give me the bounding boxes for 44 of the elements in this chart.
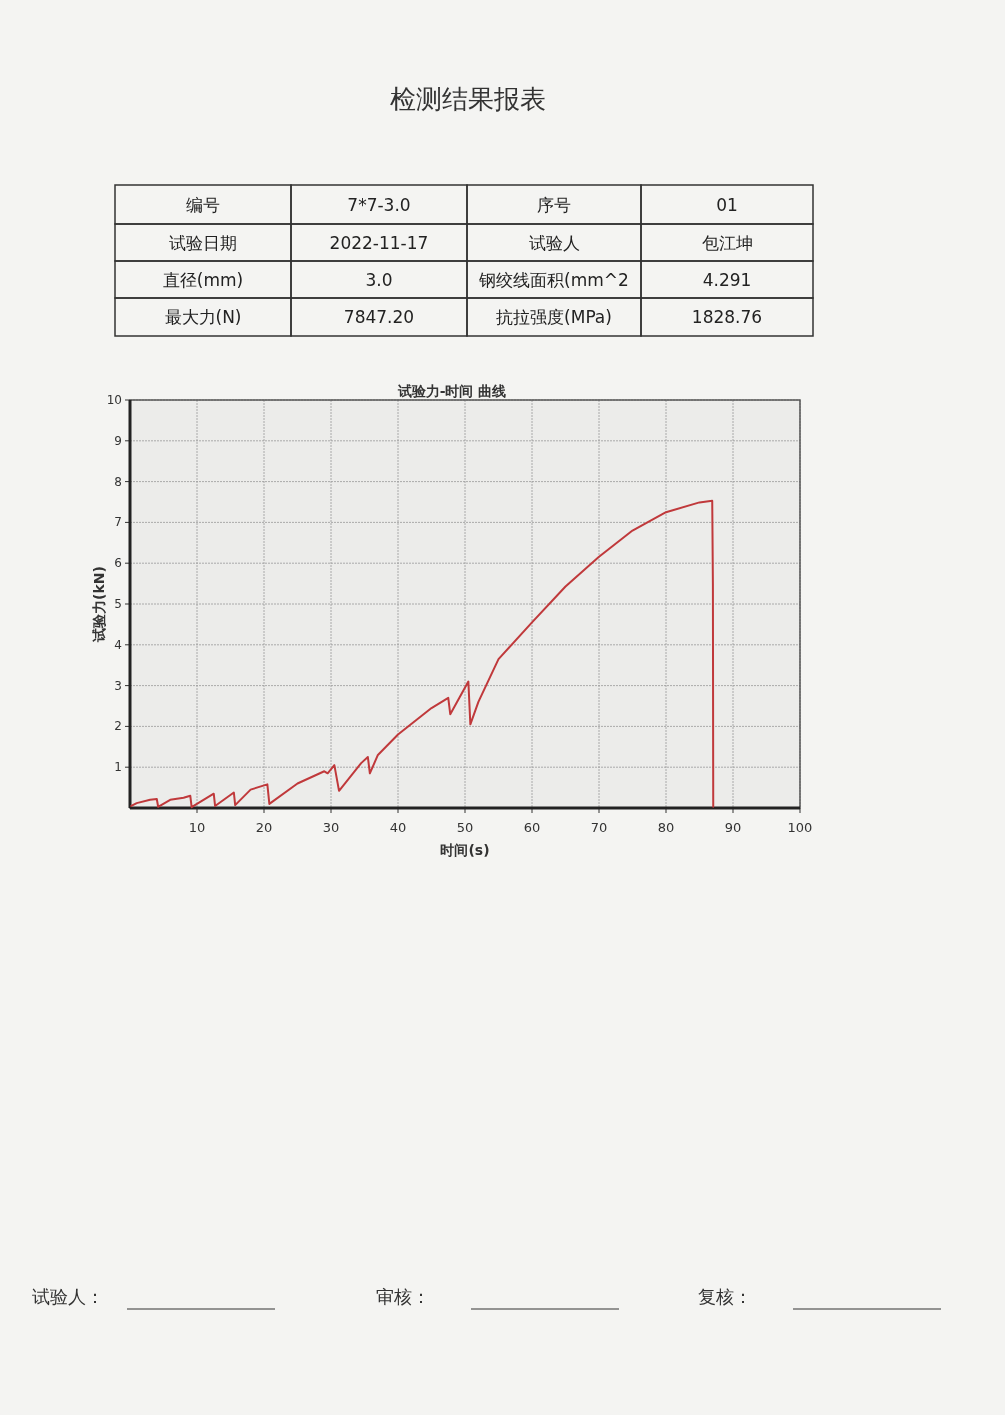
x-tick-label: 80 (657, 820, 675, 835)
x-tick-label: 20 (255, 820, 273, 835)
y-tick-label: 1 (114, 760, 122, 775)
x-tick-label: 70 (590, 820, 608, 835)
text: 抗拉强度(MPa) (496, 307, 612, 327)
text: 试验人 (528, 232, 580, 253)
text: 试验日期 (169, 232, 237, 253)
y-axis-title: 试验力(kN) (91, 566, 107, 643)
y-tick-label: 3 (114, 678, 122, 693)
line-series (130, 499, 715, 809)
x-tick-label: 90 (724, 820, 742, 835)
text: 直径(mm) (162, 269, 244, 290)
text: 复核： (698, 1286, 752, 1307)
y-tick-label: 7 (114, 515, 122, 530)
text: 01 (716, 194, 738, 215)
x-tick-label: 10 (188, 820, 206, 835)
text: 序号 (537, 194, 571, 215)
text: 编号 (186, 194, 220, 215)
chart-title: 检测结果报表 (390, 84, 546, 114)
y-tick-label: 2 (114, 719, 122, 734)
x-axis-title: 时间(s) (440, 842, 490, 858)
text: 审核： (376, 1286, 430, 1307)
x-tick-label: 100 (787, 820, 813, 835)
text: 7847.20 (343, 307, 415, 327)
text: 4.291 (702, 269, 752, 290)
text: 试验人： (32, 1286, 104, 1307)
text: 包江坤 (701, 232, 753, 253)
chart-subtitle: 试验力-时间 曲线 (396, 383, 507, 399)
x-tick-label: 40 (389, 820, 407, 835)
text: 1828.76 (691, 307, 763, 327)
y-tick-label: 8 (114, 474, 122, 489)
text: 7*7-3.0 (347, 194, 411, 215)
text: 最大力(N) (164, 307, 242, 327)
y-tick-label: 4 (114, 637, 122, 652)
x-tick-label: 60 (523, 820, 541, 835)
x-tick-label: 30 (322, 820, 340, 835)
text: 2022-11-17 (329, 232, 429, 253)
x-tick-label: 50 (456, 820, 474, 835)
y-tick-label: 6 (114, 556, 122, 571)
y-tick-label: 10 (106, 393, 122, 407)
y-tick-label: 5 (114, 597, 122, 611)
y-tick-label: 9 (114, 433, 122, 448)
text: 3.0 (365, 269, 393, 290)
text: 钢绞线面积(mm^2 (478, 269, 629, 290)
